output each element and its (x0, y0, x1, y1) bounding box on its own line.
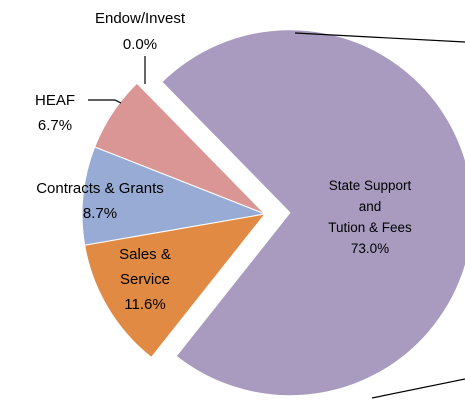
category-label: Contracts & Grants (36, 180, 164, 197)
value-label: 11.6% (124, 296, 166, 313)
leader-lines (88, 56, 146, 104)
category-label: State Support and Tution & Fees (328, 178, 412, 235)
value-label: 6.7% (37, 117, 73, 134)
pie-slice (81, 146, 267, 246)
category-label: HEAF (34, 92, 76, 109)
connector-line (294, 32, 465, 43)
leader-line (88, 99, 122, 104)
pie-slice (84, 213, 267, 359)
connector-lines (294, 32, 465, 399)
connector-line (371, 378, 465, 399)
pie-slice (161, 29, 465, 397)
value-label: 0.0% (122, 36, 158, 53)
category-label: Endow/Invest (94, 10, 186, 27)
value-label: 8.7% (82, 205, 118, 222)
category-label: Sales & Service (119, 246, 171, 288)
value-label: 73.0% (350, 241, 390, 256)
